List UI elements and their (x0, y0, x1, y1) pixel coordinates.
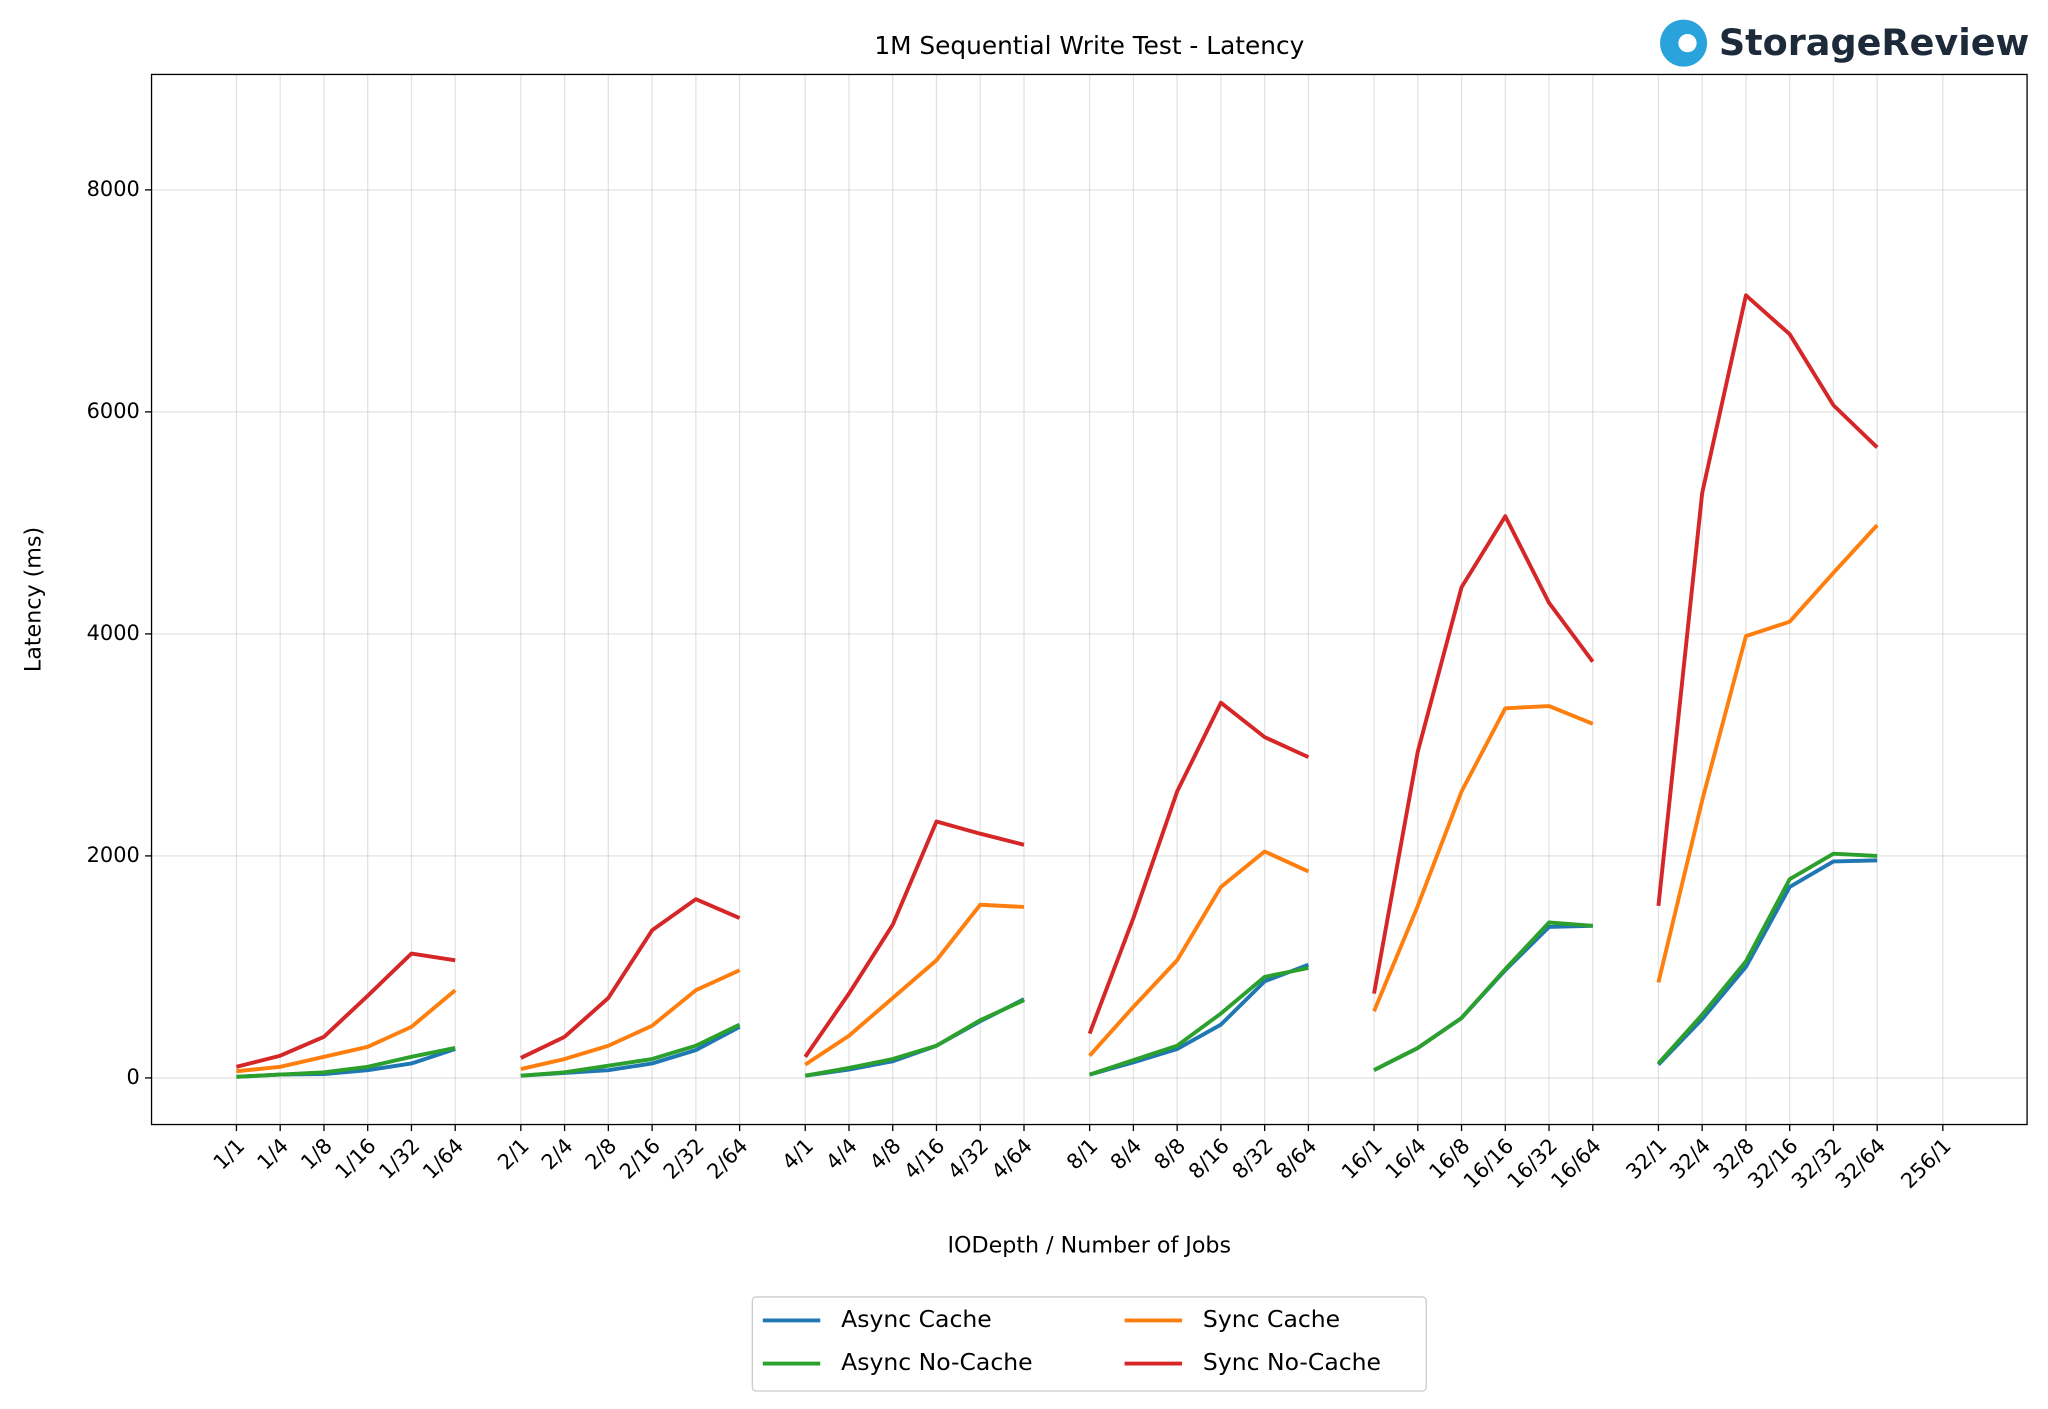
x-tick-label: 4/16 (899, 1134, 949, 1184)
x-tick-label: 32/64 (1831, 1134, 1891, 1194)
x-tick-label: 1/64 (418, 1134, 468, 1184)
x-tick-label: 4/1 (777, 1134, 818, 1175)
x-tick-label: 8/16 (1184, 1134, 1234, 1184)
x-tick-label: 8/32 (1228, 1134, 1278, 1184)
y-tick-label: 6000 (87, 399, 140, 423)
x-tick-label: 16/4 (1381, 1134, 1431, 1184)
series-line (236, 851, 1878, 1079)
y-tick-label: 4000 (87, 621, 140, 645)
legend-label: Async Cache (841, 1305, 992, 1333)
logo-text: StorageReview (1719, 21, 2030, 64)
y-axis-label: Latency (ms) (20, 527, 46, 672)
x-tick-label: 16/1 (1337, 1134, 1387, 1184)
x-tick-label: 1/1 (209, 1134, 250, 1175)
series-line (235, 293, 1879, 1069)
y-tick-label: 8000 (87, 177, 140, 201)
x-tick-label: 1/32 (374, 1134, 424, 1184)
x-tick-label: 2/64 (702, 1134, 752, 1184)
x-tick-label: 1/16 (331, 1134, 381, 1184)
x-tick-label: 32/1 (1621, 1134, 1671, 1184)
x-axis-label: IODepth / Number of Jobs (948, 1233, 1232, 1259)
x-tick-label: 8/1 (1062, 1134, 1103, 1175)
x-tick-label: 2/32 (659, 1134, 709, 1184)
series-line (236, 858, 1878, 1079)
x-tick-label: 4/64 (987, 1134, 1037, 1184)
x-tick-label: 4/32 (943, 1134, 993, 1184)
x-tick-label: 32/4 (1665, 1134, 1715, 1184)
x-tick-label: 8/64 (1271, 1134, 1321, 1184)
legend-label: Sync Cache (1203, 1305, 1340, 1333)
y-tick-label: 0 (126, 1065, 139, 1089)
legend-box (751, 1296, 1427, 1392)
logo-icon-hole (1678, 33, 1697, 53)
x-tick-label: 4/4 (821, 1134, 862, 1175)
y-tick-label: 2000 (87, 843, 140, 867)
legend-label: Sync No-Cache (1203, 1348, 1381, 1376)
x-tick-label: 8/4 (1106, 1134, 1147, 1175)
x-tick-label: 16/64 (1546, 1134, 1606, 1194)
x-tick-label: 2/16 (615, 1134, 665, 1184)
x-tick-label: 2/4 (537, 1134, 578, 1175)
series-line (236, 523, 1879, 1074)
x-tick-label: 2/1 (493, 1134, 534, 1175)
legend-label: Async No-Cache (841, 1348, 1032, 1376)
x-tick-label: 256/1 (1896, 1134, 1956, 1194)
logo: StorageReview (1660, 19, 2030, 67)
plot-frame (150, 73, 2028, 1126)
chart-title: 1M Sequential Write Test - Latency (874, 31, 1304, 60)
x-tick-label: 1/4 (252, 1134, 293, 1175)
